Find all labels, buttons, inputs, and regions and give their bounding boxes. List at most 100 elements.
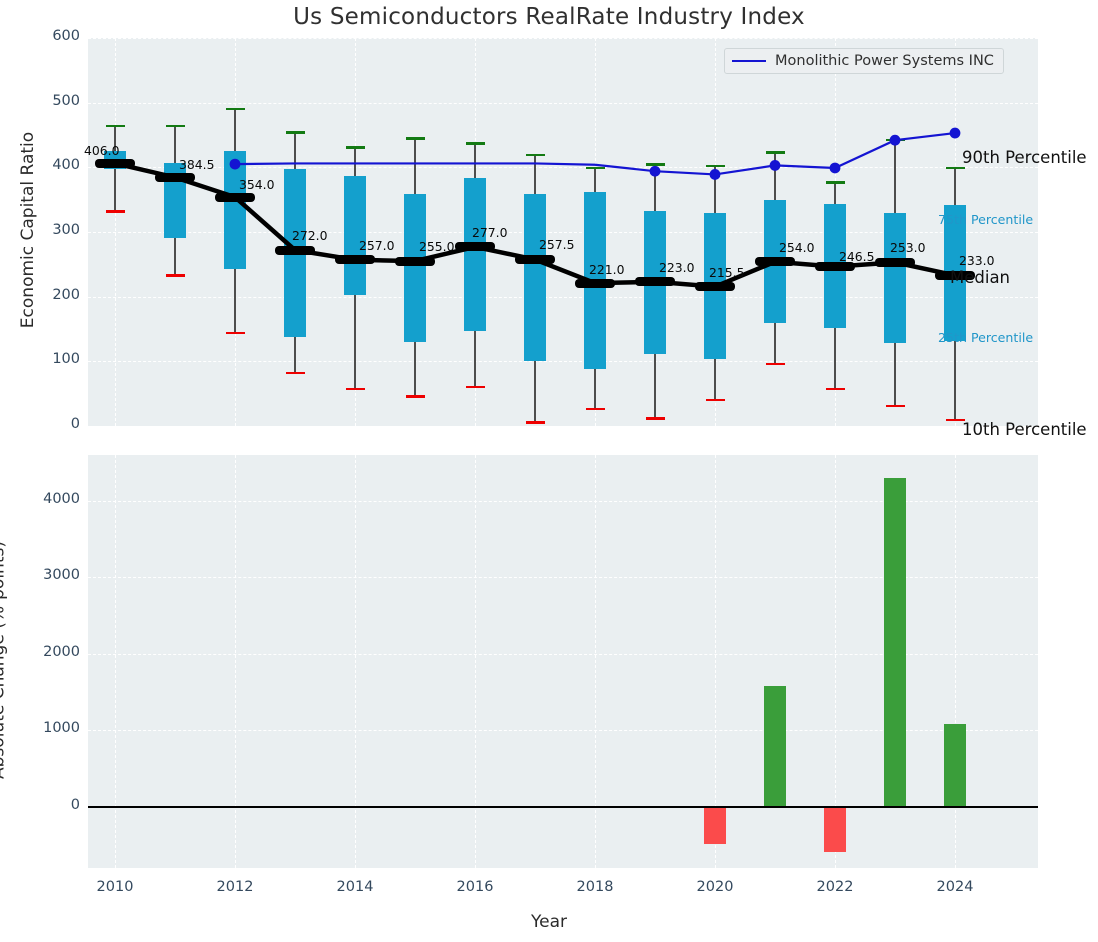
percentile-10-cap <box>345 387 365 391</box>
percentile-90-cap <box>525 153 545 157</box>
legend-label: Monolithic Power Systems INC <box>775 53 994 69</box>
median-value-label: 272.0 <box>292 228 328 244</box>
percentile-90-cap <box>945 166 965 170</box>
annotation-25th-percentile: 25th Percentile <box>938 330 1034 345</box>
x-axis-tick-label: 2018 <box>576 879 614 895</box>
y-axis-tick-label: 500 <box>52 92 80 109</box>
percentile-10-cap <box>465 385 485 389</box>
interquartile-box <box>224 151 246 269</box>
company-series-marker[interactable] <box>229 158 241 170</box>
x-axis-tick-label: 2020 <box>696 879 734 895</box>
median-value-label: 254.0 <box>779 239 815 255</box>
gridline-vertical <box>115 38 116 426</box>
y-axis-tick-label: 600 <box>52 28 80 44</box>
annotation-median: Median <box>950 268 1011 287</box>
median-value-label: 255.0 <box>419 239 455 255</box>
zero-baseline <box>88 806 1038 808</box>
percentile-10-cap <box>405 394 425 398</box>
y-axis-tick-label: 0 <box>70 796 80 813</box>
percentile-10-cap <box>705 398 725 402</box>
median-value-label: 384.5 <box>179 157 215 173</box>
gridline-horizontal <box>88 426 1038 427</box>
percentile-90-cap <box>285 131 305 134</box>
median-value-label: 257.5 <box>539 237 575 253</box>
company-series-marker[interactable] <box>649 165 661 177</box>
company-series-marker[interactable] <box>709 169 721 180</box>
change-bar-negative <box>824 806 846 852</box>
annotation-90th-percentile: 90th Percentile <box>962 148 1087 167</box>
median-value-label: 406.0 <box>84 143 120 159</box>
interquartile-box <box>524 194 546 361</box>
percentile-10-cap <box>525 421 545 425</box>
y-axis-tick-label: 0 <box>70 416 80 432</box>
company-series-marker[interactable] <box>949 127 961 139</box>
percentile-10-cap <box>765 362 785 366</box>
percentile-10-cap <box>225 331 245 335</box>
legend[interactable]: Monolithic Power Systems INC <box>724 48 1004 74</box>
percentile-10-cap <box>105 210 125 213</box>
y-axis-tick-label: 200 <box>52 286 80 303</box>
company-series-marker[interactable] <box>889 134 901 146</box>
company-series-marker[interactable] <box>829 162 841 174</box>
median-value-label: 223.0 <box>659 259 695 275</box>
gridline-horizontal <box>88 296 1038 298</box>
median-value-label: 257.0 <box>359 237 395 253</box>
gridline-horizontal <box>88 102 1038 104</box>
legend-line-swatch <box>732 60 766 62</box>
percentile-90-cap <box>465 142 485 145</box>
interquartile-box <box>344 176 366 296</box>
percentile-90-cap <box>705 164 725 168</box>
x-axis-label: Year <box>531 912 567 932</box>
median-trend-line <box>114 161 956 289</box>
company-series-marker[interactable] <box>769 159 781 171</box>
change-bar-positive <box>764 685 786 807</box>
x-axis-tick-label: 2016 <box>456 879 494 895</box>
bottom-y-axis-label: Absolute Change (%-points) <box>0 540 9 779</box>
median-value-label: 253.0 <box>890 240 926 256</box>
x-axis-tick-label: 2014 <box>336 879 374 895</box>
x-axis-tick-label: 2024 <box>936 879 974 895</box>
percentile-90-cap <box>645 163 665 167</box>
gridline-horizontal <box>88 500 1038 502</box>
median-value-label: 277.0 <box>472 224 508 240</box>
bottom-plot-area <box>88 455 1038 868</box>
y-axis-tick-label: 1000 <box>43 720 80 737</box>
percentile-90-cap <box>765 151 785 154</box>
median-value-label: 215.5 <box>709 264 745 280</box>
gridline-horizontal <box>88 577 1038 579</box>
median-value-label: 354.0 <box>239 177 275 193</box>
y-axis-tick-label: 300 <box>52 222 80 238</box>
gridline-vertical <box>595 455 596 868</box>
gridline-vertical <box>715 455 716 868</box>
annotation-75th-percentile: 75th Percentile <box>938 212 1034 227</box>
percentile-10-cap <box>885 404 905 408</box>
y-axis-tick-label: 3000 <box>43 567 80 584</box>
percentile-90-cap <box>165 124 185 128</box>
gridline-vertical <box>115 455 116 868</box>
x-axis-tick-label: 2022 <box>816 879 854 895</box>
percentile-10-cap <box>825 387 845 391</box>
company-series-line <box>234 131 956 176</box>
page-title: Us Semiconductors RealRate Industry Inde… <box>293 4 805 30</box>
percentile-90-cap <box>345 145 365 149</box>
change-bar-negative <box>704 806 726 845</box>
median-value-label: 221.0 <box>589 262 625 278</box>
y-axis-tick-label: 4000 <box>43 490 80 507</box>
gridline-horizontal <box>88 653 1038 655</box>
gridline-horizontal <box>88 232 1038 233</box>
y-axis-tick-label: 400 <box>52 157 80 174</box>
percentile-90-cap <box>225 107 245 111</box>
percentile-10-cap <box>645 416 665 420</box>
gridline-vertical <box>955 455 956 868</box>
change-bar-positive <box>944 724 966 807</box>
gridline-horizontal <box>88 38 1038 39</box>
x-axis-tick-label: 2010 <box>96 879 134 895</box>
change-bar-positive <box>884 477 906 807</box>
gridline-vertical <box>475 455 476 868</box>
percentile-10-cap <box>285 371 305 375</box>
percentile-10-cap <box>945 418 965 422</box>
interquartile-box <box>884 212 906 343</box>
gridline-horizontal <box>88 361 1038 363</box>
